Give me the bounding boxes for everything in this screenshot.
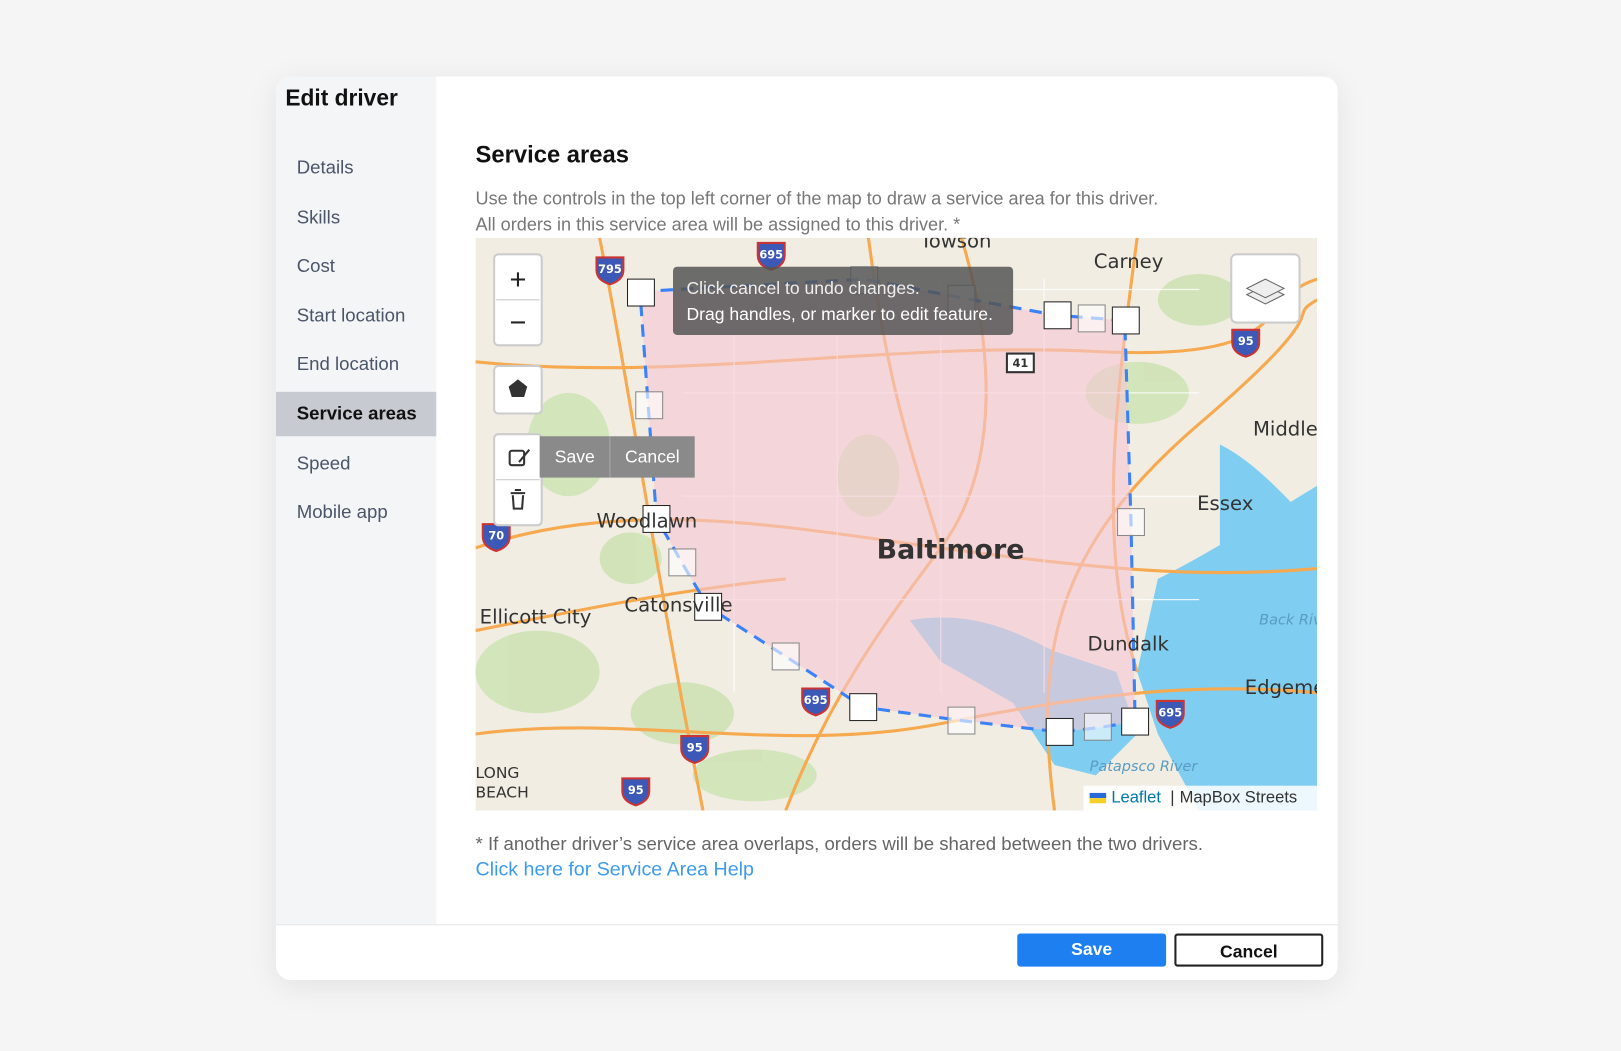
edit-toolbar <box>539 436 695 478</box>
nav-item[interactable]: Mobile app <box>296 501 388 523</box>
cancel-button[interactable]: Cancel <box>1174 933 1324 967</box>
highway-number: 695 <box>1158 705 1182 719</box>
tooltip-line: Click cancel to undo changes. <box>686 278 919 298</box>
map-label: Carney <box>1094 250 1164 273</box>
nav-item[interactable]: Service areas <box>276 391 437 437</box>
nav-item[interactable]: Cost <box>296 255 335 277</box>
save-button[interactable]: Save <box>1017 933 1167 967</box>
tooltip-line: Drag handles, or marker to edit feature. <box>686 304 993 324</box>
description: All orders in this service area will be … <box>475 213 961 235</box>
highway-number: 95 <box>628 783 644 797</box>
nav-item[interactable]: Speed <box>296 452 351 474</box>
highway-number: 70 <box>488 529 504 543</box>
map-label: Patapsco River <box>1090 759 1199 775</box>
map-label: Catonsville <box>624 593 732 616</box>
highway-shield <box>801 687 831 717</box>
nav-item[interactable]: End location <box>296 353 400 375</box>
nav-item[interactable]: Skills <box>296 206 341 228</box>
highway-shield <box>1155 699 1185 729</box>
dialog-title: Edit driver <box>285 84 398 111</box>
map-label: BEACH <box>476 783 529 801</box>
toolbar-save[interactable]: Save <box>555 447 595 467</box>
highway-shield <box>481 523 511 553</box>
footer-bar: Save Cancel <box>276 924 1338 980</box>
highway-number: 695 <box>759 247 783 261</box>
edit-tool[interactable] <box>508 449 526 467</box>
map-canvas[interactable]: Towson Carney Middle Essex Baltimore Woodlawn… <box>475 237 1318 811</box>
highway-shield <box>680 735 710 765</box>
highway-number: 41 <box>1012 356 1028 370</box>
map[interactable]: Towson Carney Middle Essex Baltimore Woodlawn… <box>475 237 1318 811</box>
tooltip <box>673 266 1014 335</box>
map-label: Edgemere <box>1245 676 1317 699</box>
highway-number: 95 <box>1238 334 1254 348</box>
map-label: Back River <box>1259 612 1317 628</box>
dialog: Edit driver Details Skills Cost Start locat… <box>276 76 1338 981</box>
highway-shield <box>1005 352 1035 374</box>
attribution-text: MapBox Streets <box>1180 787 1298 806</box>
map-label: Woodlawn <box>597 510 698 533</box>
footnote: * If another driver’s service area overl… <box>475 833 1204 854</box>
description: Use the controls in the top left corner … <box>475 188 1159 209</box>
zoom-in[interactable]: + <box>509 264 526 296</box>
nav-item[interactable]: Start location <box>296 304 406 326</box>
help-link[interactable]: Click here for Service Area Help <box>475 859 754 881</box>
map-label: Baltimore <box>877 535 1025 566</box>
sidebar: Edit driver Details Skills Cost Start locat… <box>276 76 437 925</box>
highway-shield <box>1231 328 1261 358</box>
toolbar-cancel[interactable]: Cancel <box>625 447 680 467</box>
highway-shield <box>595 256 625 286</box>
attribution-separator: | <box>1170 787 1174 806</box>
map-label: Essex <box>1197 492 1253 515</box>
attribution-link[interactable]: Leaflet <box>1111 787 1161 806</box>
map-label: Ellicott City <box>480 606 592 629</box>
highway-number: 695 <box>804 693 828 707</box>
highway-number: 95 <box>687 740 703 754</box>
section-title: Service areas <box>475 140 629 168</box>
zoom-out[interactable]: − <box>509 307 526 339</box>
map-label: Middle <box>1253 418 1317 441</box>
highway-number: 795 <box>598 262 622 276</box>
delete-tool[interactable] <box>510 488 526 510</box>
nav-item[interactable]: Details <box>296 157 354 178</box>
map-label: LONG <box>476 764 520 782</box>
highway-shield <box>621 777 651 807</box>
map-label: Towson <box>919 238 991 253</box>
map-label: Dundalk <box>1088 633 1170 656</box>
